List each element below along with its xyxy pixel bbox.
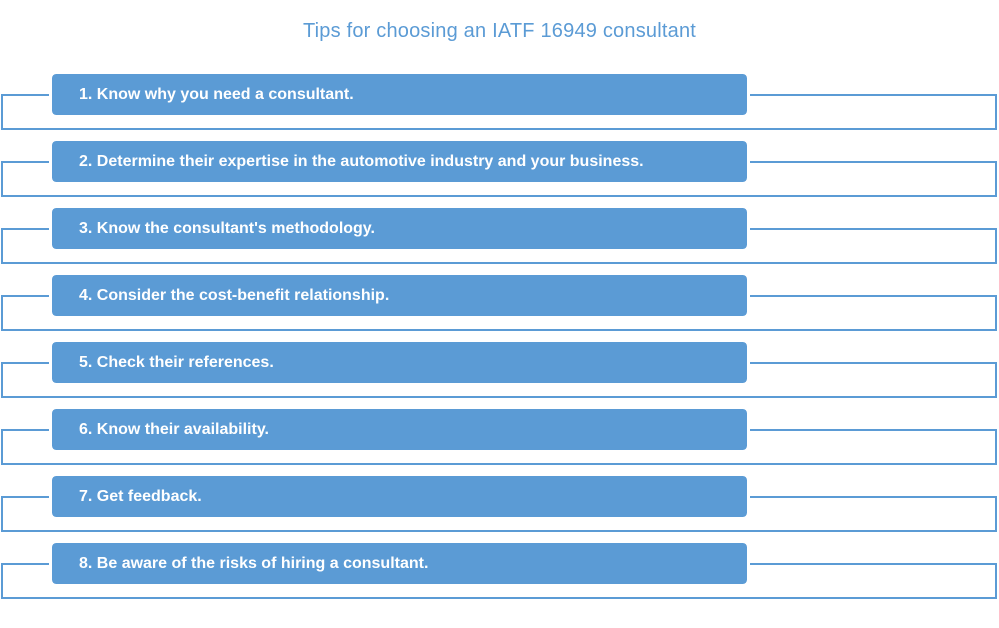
tip-bar: 3. Know the consultant's methodology. [49,205,750,252]
tip-bar: 1. Know why you need a consultant. [49,71,750,118]
tip-row: 1. Know why you need a consultant. [0,71,999,130]
tip-bar: 2. Determine their expertise in the auto… [49,138,750,185]
tip-bar: 6. Know their availability. [49,406,750,453]
tip-label: 5. Check their references. [79,353,274,371]
tip-label: 4. Consider the cost-benefit relationshi… [79,286,390,304]
tip-label: 1. Know why you need a consultant. [79,85,354,103]
tip-row: 7. Get feedback. [0,473,999,532]
tip-label: 7. Get feedback. [79,487,202,505]
tip-bar: 4. Consider the cost-benefit relationshi… [49,272,750,319]
tip-bar: 8. Be aware of the risks of hiring a con… [49,540,750,587]
tip-row: 3. Know the consultant's methodology. [0,205,999,264]
tip-label: 2. Determine their expertise in the auto… [79,152,644,170]
diagram-title: Tips for choosing an IATF 16949 consulta… [302,20,697,42]
tip-label: 3. Know the consultant's methodology. [79,219,375,237]
tip-row: 2. Determine their expertise in the auto… [0,138,999,197]
tip-bar: 5. Check their references. [49,339,750,386]
tips-list: 1. Know why you need a consultant. 2. De… [0,71,999,610]
tip-label: 8. Be aware of the risks of hiring a con… [79,554,429,572]
tip-label: 6. Know their availability. [79,420,269,438]
tip-bar: 7. Get feedback. [49,473,750,520]
tip-row: 5. Check their references. [0,339,999,398]
tip-row: 6. Know their availability. [0,406,999,465]
tip-row: 8. Be aware of the risks of hiring a con… [0,540,999,599]
tip-row: 4. Consider the cost-benefit relationshi… [0,272,999,331]
